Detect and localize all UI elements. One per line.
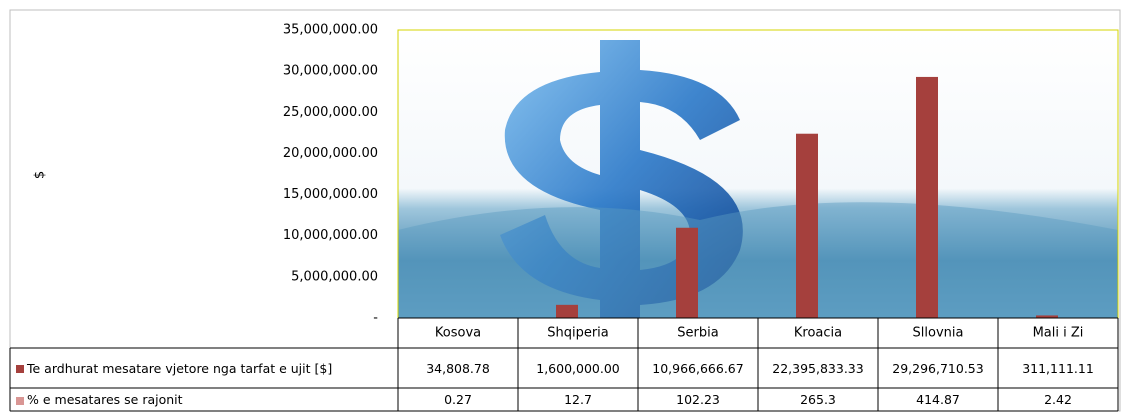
y-tick-label: 35,000,000.00: [283, 23, 378, 38]
legend-swatch: [16, 396, 24, 405]
cell-text: 0.27: [444, 392, 472, 407]
table-cell: 102.23: [638, 388, 758, 411]
cell-text: 29,296,710.53: [892, 360, 984, 376]
legend-entry: % e mesatares se rajonit: [12, 388, 396, 411]
cell-text: 1,600,000.00: [536, 360, 620, 376]
legend-entry-box: Te ardhurat mesatare vjetore nga tarfat …: [12, 348, 396, 388]
legend-entry-text: Te ardhurat mesatare vjetore nga tarfat …: [16, 361, 332, 376]
x-tick-label: Kosova: [435, 326, 481, 341]
cell-text: 414.87: [916, 392, 960, 407]
table-cell-box: 265.3: [758, 388, 878, 411]
y-tick-label: 30,000,000.00: [283, 64, 378, 79]
table-cell-text: 1,600,000.00: [536, 361, 620, 376]
y-tick-label: 10,000,000.00: [283, 228, 378, 243]
table-cell: 29,296,710.53: [878, 348, 998, 388]
bar: [676, 227, 698, 318]
y-tick-label: 20,000,000.00: [283, 146, 378, 161]
y-axis-title: $: [33, 171, 48, 179]
cell-text: 265.3: [800, 392, 836, 407]
table-cell: 414.87: [878, 388, 998, 411]
table-cell-box: 12.7: [518, 388, 638, 411]
table-cell-text: 311,111.11: [1022, 361, 1094, 376]
table-cell-box: 414.87: [878, 388, 998, 411]
table-cell: 311,111.11: [998, 348, 1118, 388]
bar: [796, 133, 818, 318]
table-cell-box: 311,111.11: [998, 348, 1118, 388]
cell-text: 2.42: [1044, 392, 1072, 407]
table-cell-box: 102.23: [638, 388, 758, 411]
x-tick-label: Shqiperia: [547, 326, 609, 341]
cell-text: 102.23: [676, 392, 720, 407]
legend-entry: Te ardhurat mesatare vjetore nga tarfat …: [12, 348, 396, 388]
table-cell-text: 265.3: [800, 392, 836, 407]
table-cell-text: 414.87: [916, 392, 960, 407]
cell-text: Te ardhurat mesatare vjetore nga tarfat …: [27, 360, 333, 376]
legend-swatch: [16, 365, 24, 373]
background-image: [398, 30, 1118, 318]
x-tick-label: Mali i Zi: [1033, 326, 1084, 341]
cell-text: 22,395,833.33: [772, 360, 864, 376]
x-tick-label: Sllovnia: [913, 326, 964, 341]
table-cell: 265.3: [758, 388, 878, 411]
cell-text: % e mesatares se rajonit: [27, 392, 183, 407]
table-cell: 0.27: [398, 388, 518, 411]
table-cell: 2.42: [998, 388, 1118, 411]
table-cell: 22,395,833.33: [758, 348, 878, 388]
x-tick-label: Kroacia: [794, 326, 842, 341]
y-tick-label: 25,000,000.00: [283, 105, 378, 120]
table-cell-text: 2.42: [1044, 392, 1072, 407]
y-tick-label: 5,000,000.00: [291, 269, 378, 284]
bar: [1036, 315, 1058, 318]
bar: [916, 76, 938, 318]
table-cell-text: 34,808.78: [426, 361, 490, 376]
table-cell: 34,808.78: [398, 348, 518, 388]
cell-text: 34,808.78: [426, 360, 490, 376]
cell-text: 10,966,666.67: [652, 360, 744, 376]
table-cell-box: 1,600,000.00: [518, 348, 638, 388]
x-tick-label: Serbia: [677, 326, 718, 341]
table-cell-box: 0.27: [398, 388, 518, 411]
legend-entry-text: % e mesatares se rajonit: [16, 392, 183, 407]
table-cell-text: 10,966,666.67: [652, 361, 743, 376]
table-cell-box: 29,296,710.53: [878, 348, 998, 388]
table-cell-box: 2.42: [998, 388, 1118, 411]
table-cell: 10,966,666.67: [638, 348, 758, 388]
legend-entry-box: % e mesatares se rajonit: [12, 388, 396, 411]
bar: [556, 304, 578, 318]
table-cell-text: 22,395,833.33: [772, 361, 863, 376]
table-cell-box: 22,395,833.33: [758, 348, 878, 388]
table-cell-box: 34,808.78: [398, 348, 518, 388]
table-cell-text: 0.27: [444, 392, 472, 407]
y-tick-label: -: [373, 311, 378, 326]
table-cell-text: 102.23: [676, 392, 720, 407]
y-tick-label: 15,000,000.00: [283, 187, 378, 202]
table-cell: 12.7: [518, 388, 638, 411]
table-cell-text: 12.7: [564, 392, 592, 407]
table-cell-box: 10,966,666.67: [638, 348, 758, 388]
cell-text: 311,111.11: [1022, 360, 1094, 376]
table-cell: 1,600,000.00: [518, 348, 638, 388]
cell-text: 12.7: [564, 392, 592, 407]
table-cell-text: 29,296,710.53: [892, 361, 983, 376]
